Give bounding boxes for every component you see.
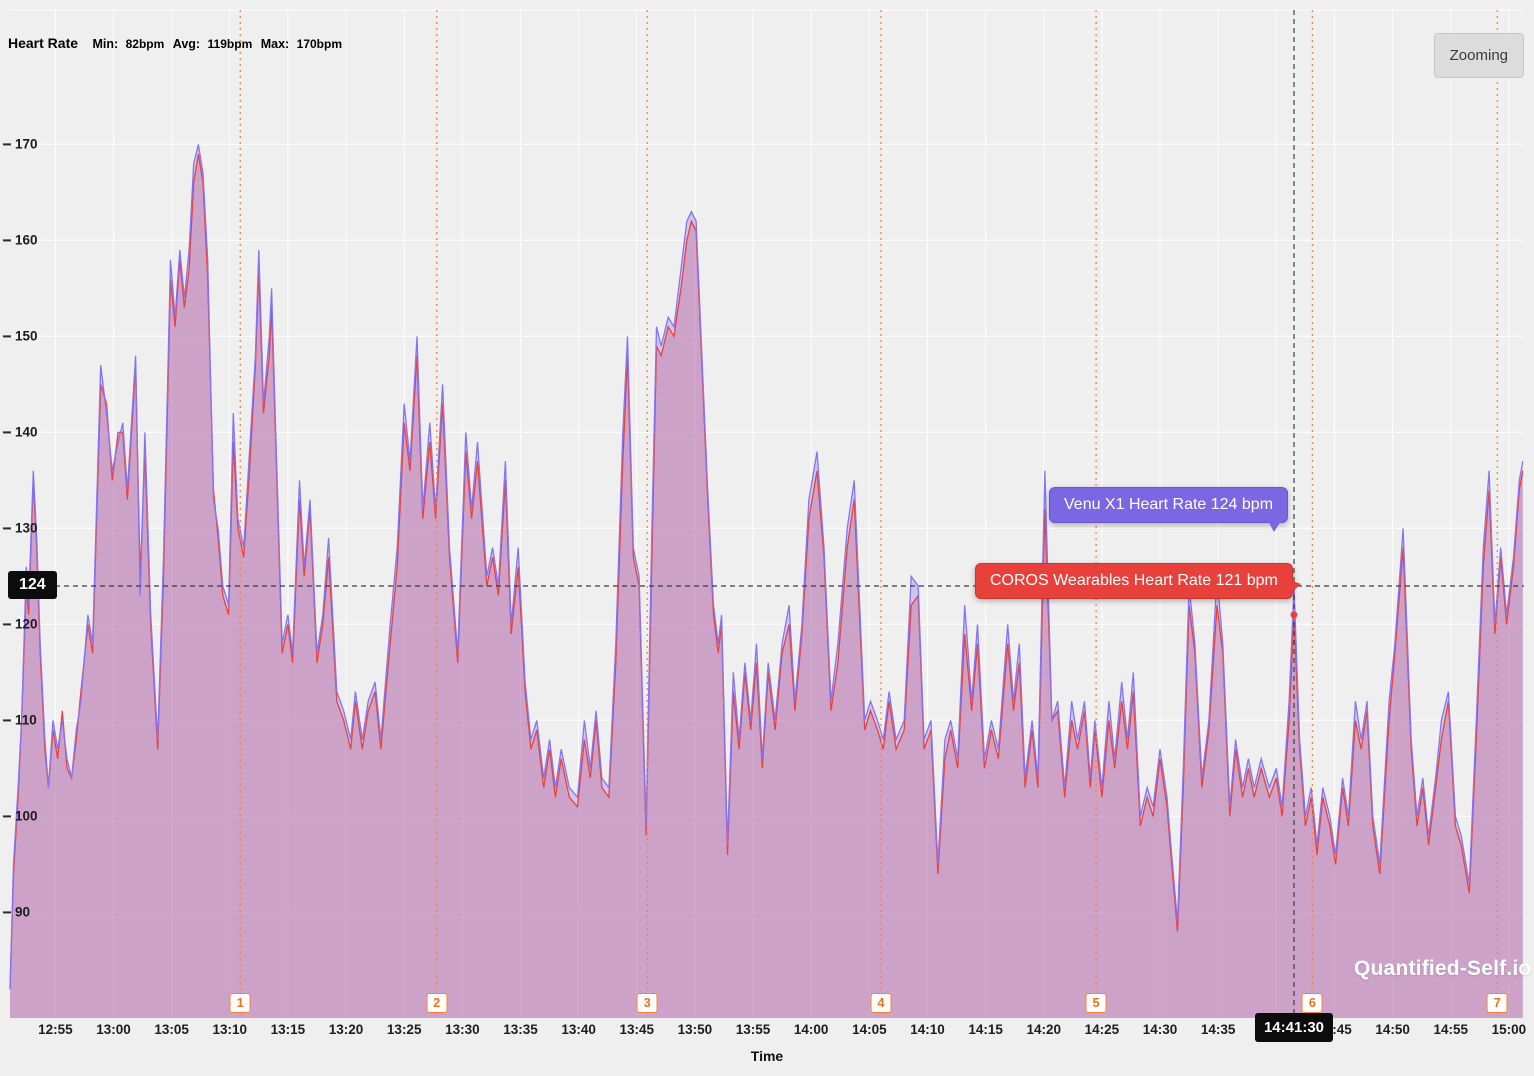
lap-marker-1[interactable]: 1 [229,993,251,1013]
x-tick-label-13:30: 13:30 [445,1022,480,1037]
y-tick-label-160: 160 [15,232,38,248]
x-tick-label-13:55: 13:55 [735,1022,771,1037]
x-tick-label-14:30: 14:30 [1142,1022,1178,1037]
lap-marker-4[interactable]: 4 [870,993,892,1013]
chart-title-text: Heart Rate [8,35,79,51]
chart-title: Heart Rate Min: 82bpm Avg: 119bpm Max: 1… [8,35,342,53]
x-tick-label-13:15: 13:15 [270,1022,306,1037]
stat-min-label: Min: [92,37,119,51]
zooming-button[interactable]: Zooming [1433,33,1524,78]
x-tick-label-13:25: 13:25 [386,1022,422,1037]
x-tick-label-14:35: 14:35 [1200,1022,1236,1037]
lap-marker-7[interactable]: 7 [1486,993,1508,1013]
stat-min-value: 82bpm [125,37,165,51]
x-tick-label-13:00: 13:00 [96,1022,131,1037]
stat-avg-label: Avg: [172,37,201,51]
x-tick-label-12:55: 12:55 [38,1022,73,1037]
y-tick-label-110: 110 [15,712,37,728]
x-tick-label-13:20: 13:20 [328,1022,364,1037]
stat-avg-value: 119bpm [207,37,253,51]
x-tick-label-14:50: 14:50 [1375,1022,1410,1037]
x-tick-label-13:40: 13:40 [561,1022,596,1037]
tooltip-coros: COROS Wearables Heart Rate 121 bpm [975,563,1301,599]
y-tick-label-140: 140 [15,424,38,440]
lap-marker-5[interactable]: 5 [1085,993,1107,1013]
lap-marker-6[interactable]: 6 [1301,993,1323,1013]
x-tick-label-14:00: 14:00 [793,1022,829,1037]
x-tick-label-13:50: 13:50 [677,1022,713,1037]
x-tick-label-15:00: 15:00 [1491,1022,1527,1037]
x-tick-label-13:10: 13:10 [212,1022,248,1037]
x-tick-label-14:25: 14:25 [1084,1022,1120,1037]
x-tick-label-14:10: 14:10 [910,1022,945,1037]
x-tick-label-13:45: 13:45 [619,1022,655,1037]
y-tick-label-90: 90 [15,904,31,920]
x-tick-label-13:05: 13:05 [154,1022,189,1037]
watermark: Quantified-Self.io [1354,957,1532,980]
x-tick-label-13:35: 13:35 [503,1022,538,1037]
y-tick-label-130: 130 [15,520,38,536]
lap-marker-2[interactable]: 2 [426,993,448,1013]
x-tick-label-14:15: 14:15 [968,1022,1003,1037]
y-tick-label-100: 100 [15,808,38,824]
x-tick-label-14:55: 14:55 [1433,1022,1468,1037]
y-tick-label-170: 170 [15,136,38,152]
y-tick-label-120: 120 [15,616,38,632]
crosshair-value-label: 124 [8,571,57,599]
crosshair-time-label: 14:41:30 [1254,1013,1334,1042]
x-axis-title: Time [750,1048,784,1064]
stat-max-value: 170bpm [296,37,342,51]
x-tick-label-14:05: 14:05 [852,1022,887,1037]
stat-max-label: Max: [260,37,290,51]
tooltip-venu-x1: Venu X1 Heart Rate 124 bpm [1049,487,1289,532]
y-tick-label-150: 150 [15,328,38,344]
lap-marker-3[interactable]: 3 [636,993,658,1013]
x-tick-label-14:20: 14:20 [1026,1022,1062,1037]
